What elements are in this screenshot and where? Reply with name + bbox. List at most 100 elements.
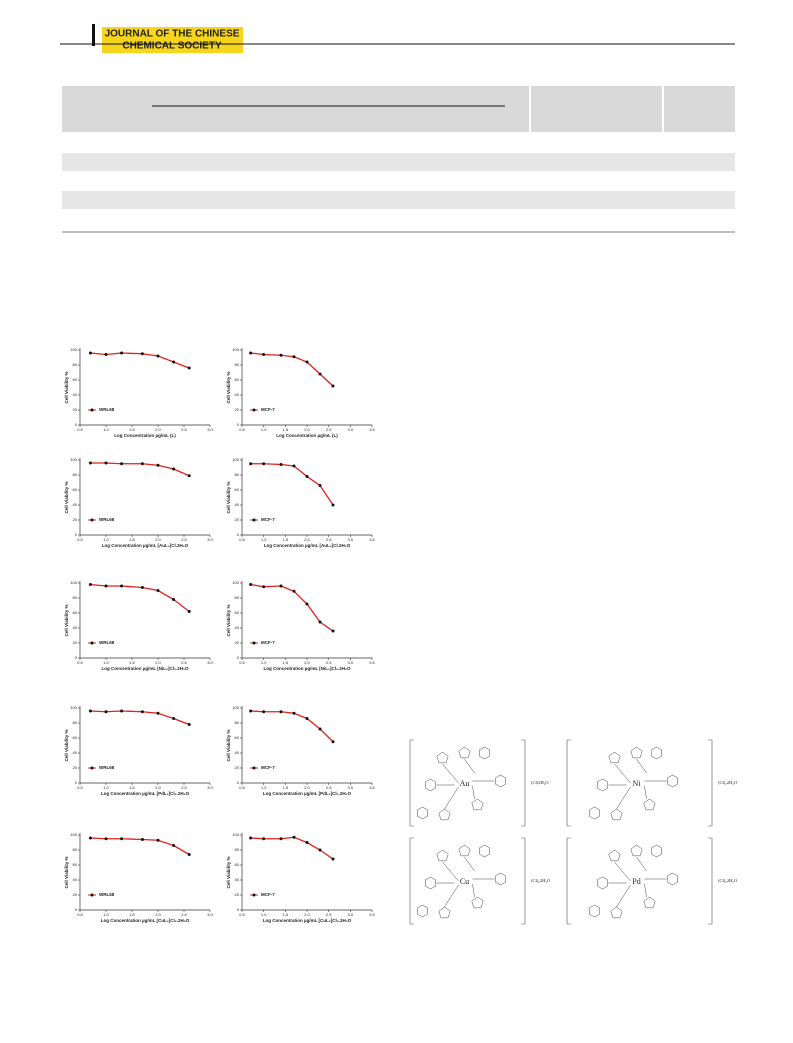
x-tick-label: 2.0 [304, 785, 310, 790]
y-tick-label: 0 [75, 532, 78, 537]
x-tick-label: 1.0 [103, 427, 109, 432]
ring [436, 849, 449, 862]
y-tick-label: 100 [70, 347, 77, 352]
y-tick-label: 60 [73, 862, 78, 867]
y-tick-label: 0 [237, 655, 240, 660]
y-axis-label: Cell Viability % [64, 482, 69, 514]
legend-marker [252, 518, 256, 522]
bond [442, 763, 459, 784]
bond [442, 861, 459, 882]
y-tick-label: 100 [70, 457, 77, 462]
x-axis-label: Log Concentration µg/mL (L) [114, 433, 176, 438]
x-tick-label: 2.5 [181, 660, 187, 665]
fit-curve [90, 583, 190, 613]
x-tick-label: 3.0 [348, 537, 354, 542]
x-tick-label: 1.0 [261, 785, 267, 790]
data-point [331, 503, 335, 507]
bracket [521, 739, 526, 827]
x-tick-label: 3.0 [207, 427, 213, 432]
bracket [708, 739, 713, 827]
y-tick-label: 80 [235, 720, 240, 725]
x-tick-label: 2.5 [326, 785, 332, 790]
bond [464, 856, 475, 872]
y-tick-label: 20 [235, 640, 240, 645]
x-tick-label: 3.5 [369, 912, 375, 917]
y-tick-label: 60 [235, 377, 240, 382]
data-point [104, 710, 108, 714]
legend-label: MCF-7 [261, 892, 275, 897]
data-point [88, 461, 92, 465]
data-point [249, 351, 253, 355]
x-tick-label: 2.0 [155, 785, 161, 790]
y-tick-label: 60 [235, 735, 240, 740]
ring [479, 746, 490, 760]
x-tick-label: 3.0 [207, 785, 213, 790]
ring [643, 896, 656, 909]
bond [644, 883, 647, 898]
x-tick-label: 2.5 [181, 427, 187, 432]
y-tick-label: 20 [73, 892, 78, 897]
data-point [156, 589, 160, 592]
bond [636, 758, 647, 774]
structure: Pd (Cl)₂2H₂O [566, 837, 738, 925]
y-tick-label: 40 [73, 392, 78, 397]
fit-curve [250, 710, 334, 743]
y-tick-label: 0 [237, 780, 240, 785]
y-axis-label: Cell Viability % [64, 372, 69, 404]
data-point [279, 463, 283, 466]
bracket [409, 739, 414, 827]
y-tick-label: 100 [232, 580, 239, 585]
bond [444, 786, 459, 810]
legend-label: WRL68 [99, 640, 115, 645]
x-tick-label: 3.0 [348, 912, 354, 917]
bond [644, 785, 647, 800]
data-point [292, 711, 296, 715]
data-point [305, 602, 309, 606]
legend-label: WRL68 [99, 517, 115, 522]
bond [616, 786, 631, 810]
data-point [249, 836, 253, 840]
data-point [187, 610, 191, 613]
y-tick-label: 80 [235, 595, 240, 600]
legend-marker [252, 641, 256, 645]
data-point [331, 857, 335, 861]
y-axis-label: Cell Viability % [226, 730, 231, 762]
x-tick-label: 3.5 [369, 537, 375, 542]
ring [438, 906, 451, 919]
y-tick-label: 20 [235, 892, 240, 897]
x-tick-label: 2.0 [304, 427, 310, 432]
x-tick-label: 3.0 [207, 660, 213, 665]
bracket [566, 739, 571, 827]
data-point [172, 717, 176, 720]
data-point [292, 835, 296, 839]
metal-center: Au [460, 779, 470, 788]
data-point [187, 474, 191, 478]
data-point [279, 584, 283, 588]
data-point [172, 844, 176, 847]
legend-label: MCF-7 [261, 640, 275, 645]
legend-label: WRL68 [99, 407, 115, 412]
bracket [566, 837, 571, 925]
x-axis-label: Log Concentration µg/mL [PdL₂]Cl₂.2H₂O [263, 791, 352, 796]
y-tick-label: 60 [235, 610, 240, 615]
data-point [249, 583, 253, 586]
legend-marker [90, 893, 94, 897]
data-point [140, 462, 144, 466]
y-tick-label: 40 [235, 625, 240, 630]
ring [479, 844, 490, 858]
x-axis-label: Log Concentration µg/mL [NiL₂]Cl₂.2H₂O [263, 666, 351, 671]
y-tick-label: 80 [73, 472, 78, 477]
y-axis-label: Cell Viability % [64, 857, 69, 889]
y-tick-label: 80 [235, 847, 240, 852]
x-tick-label: 2.5 [181, 785, 187, 790]
legend-label: MCF-7 [261, 517, 275, 522]
ring [458, 746, 471, 759]
y-tick-label: 100 [70, 580, 77, 585]
ring [417, 904, 428, 918]
data-point [156, 354, 160, 358]
x-axis-label: Log Concentration µg/mL (L) [276, 433, 338, 438]
x-tick-label: 2.0 [155, 912, 161, 917]
x-tick-label: 1.0 [103, 912, 109, 917]
x-axis-label: Log Concentration µg/mL [PdL₂]Cl₂.2H₂O [101, 791, 190, 796]
y-tick-label: 40 [235, 750, 240, 755]
